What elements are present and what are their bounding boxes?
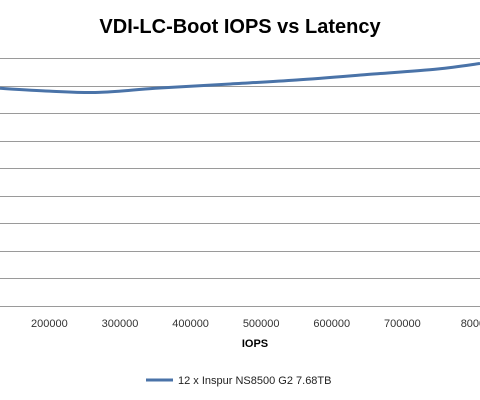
- x-tick-label: 400000: [172, 318, 209, 330]
- x-axis-ticks: 200000 300000 400000 500000 600000 700000 8000: [31, 318, 480, 330]
- x-tick-label: 600000: [313, 318, 350, 330]
- x-tick-label: 300000: [102, 318, 139, 330]
- x-axis-title: IOPS: [242, 338, 268, 350]
- gridlines: [0, 58, 480, 307]
- x-tick-label: 700000: [384, 318, 421, 330]
- x-tick-label: 200000: [31, 318, 68, 330]
- x-tick-label: 8000: [461, 318, 480, 330]
- series-group: [0, 62, 480, 95]
- x-tick-label: 500000: [243, 318, 280, 330]
- legend: 12 x Inspur NS8500 G2 7.68TB: [146, 375, 331, 387]
- series-line: [0, 62, 480, 95]
- legend-label: 12 x Inspur NS8500 G2 7.68TB: [178, 375, 331, 387]
- chart-title: VDI-LC-Boot IOPS vs Latency: [99, 16, 381, 38]
